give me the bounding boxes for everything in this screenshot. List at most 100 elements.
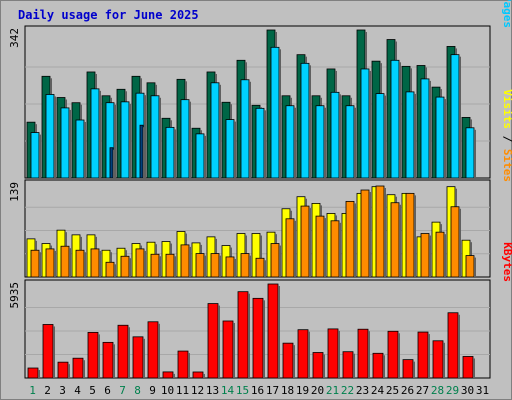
bar-kbytes-21: [327, 328, 340, 379]
bars-hits-files-pages: [26, 29, 476, 179]
bar-kbytes-4: [72, 357, 85, 379]
bar-kbytes-6: [102, 341, 115, 379]
y-axis-label-part: Sites: [501, 149, 512, 182]
bar-sites-13: [210, 253, 221, 278]
bar-files-29: [450, 54, 461, 179]
bar-sites-6: [105, 261, 116, 278]
bar-kbytes-7: [117, 324, 130, 379]
bar-kbytes-2: [42, 324, 55, 379]
day-label: 2: [44, 384, 51, 397]
bar-kbytes-26: [402, 359, 415, 379]
bar-files-16: [255, 107, 266, 179]
day-label: 9: [149, 384, 156, 397]
day-label: 1: [29, 384, 36, 397]
bar-files-5: [90, 88, 101, 179]
bar-kbytes-5: [87, 331, 100, 379]
bar-kbytes-16: [252, 297, 265, 379]
bar-sites-28: [435, 231, 446, 278]
bar-sites-14: [225, 256, 236, 278]
y-axis-label-separator: /: [501, 129, 512, 149]
day-label: 15: [236, 384, 249, 397]
bar-sites-20: [315, 215, 326, 278]
day-label: 16: [251, 384, 264, 397]
bar-kbytes-30: [462, 356, 475, 379]
bar-kbytes-11: [177, 350, 190, 379]
day-label: 7: [119, 384, 126, 397]
bar-files-20: [315, 105, 326, 179]
bars-visits-sites: [26, 185, 476, 278]
bar-files-2: [45, 94, 56, 179]
bar-sites-18: [285, 218, 296, 278]
panel-visits-sites: 139 Visits / Sites: [8, 89, 512, 278]
bar-sites-30: [465, 255, 476, 278]
bar-kbytes-18: [282, 342, 295, 379]
bar-files-7: [120, 101, 131, 179]
bar-sites-2: [45, 248, 56, 278]
bar-sites-5: [90, 248, 101, 278]
bar-sites-25: [390, 202, 401, 278]
bar-files-28: [435, 96, 446, 179]
bar-kbytes-9: [147, 321, 160, 379]
day-axis: 1 2 3 4 5 6 7 8 9 10 11 12 13 14 15 16 17 18 19 20 21 22 23 24 2…: [29, 384, 489, 397]
day-label: 18: [281, 384, 294, 397]
day-label: 31: [476, 384, 489, 397]
bar-files-23: [360, 68, 371, 179]
bar-files-13: [210, 82, 221, 179]
day-label: 4: [74, 384, 81, 397]
bar-sites-27: [420, 233, 431, 278]
bar-files-24: [375, 93, 386, 179]
bar-sites-23: [360, 189, 371, 278]
day-label: 19: [296, 384, 309, 397]
bar-kbytes-20: [312, 352, 325, 379]
bar-files-9: [150, 95, 161, 179]
bar-sites-12: [195, 253, 206, 278]
bar-files-17: [270, 46, 281, 179]
day-label: 26: [401, 384, 414, 397]
bar-sites-15: [240, 253, 251, 278]
day-label: 21: [326, 384, 339, 397]
bar-kbytes-28: [432, 340, 445, 379]
bar-sites-21: [330, 220, 341, 278]
bar-sites-1: [30, 249, 41, 278]
bar-sites-24: [375, 185, 386, 278]
bar-kbytes-24: [372, 352, 385, 379]
y-max-label: 139: [8, 182, 21, 202]
y-axis-label: Hits / Files / Pages: [501, 0, 512, 28]
bar-sites-11: [180, 244, 191, 278]
bar-files-14: [225, 119, 236, 179]
bar-pages-8: [139, 124, 145, 179]
y-axis-label-part: Pages: [501, 0, 512, 28]
chart-title: Daily usage for June 2025: [18, 8, 199, 22]
day-label: 6: [104, 384, 111, 397]
day-label: 5: [89, 384, 96, 397]
day-label: 3: [59, 384, 66, 397]
bar-kbytes-19: [297, 329, 310, 379]
bar-files-3: [60, 107, 71, 179]
bar-sites-17: [270, 243, 281, 278]
bar-sites-26: [405, 192, 416, 278]
day-label: 28: [431, 384, 444, 397]
bar-kbytes-22: [342, 351, 355, 379]
bar-kbytes-14: [222, 320, 235, 379]
bars-kbytes: [27, 283, 475, 379]
bar-sites-19: [300, 205, 311, 278]
bar-files-22: [345, 105, 356, 179]
bar-kbytes-1: [27, 367, 40, 379]
bar-files-19: [300, 62, 311, 179]
day-label: 22: [341, 384, 354, 397]
bar-kbytes-12: [192, 371, 205, 379]
bar-sites-7: [120, 255, 131, 278]
day-label: 27: [416, 384, 429, 397]
bar-files-18: [285, 105, 296, 179]
bar-kbytes-23: [357, 328, 370, 379]
day-label: 29: [446, 384, 459, 397]
bar-kbytes-29: [447, 312, 460, 379]
bar-kbytes-13: [207, 303, 220, 379]
panel-hits-files-pages: 342 Hits / Files / Pages: [8, 0, 512, 179]
bar-files-26: [405, 91, 416, 179]
bar-files-11: [180, 99, 191, 179]
y-axis-label-part: KBytes: [501, 242, 512, 282]
day-label: 12: [191, 384, 204, 397]
y-axis-label: KBytes: [501, 242, 512, 282]
